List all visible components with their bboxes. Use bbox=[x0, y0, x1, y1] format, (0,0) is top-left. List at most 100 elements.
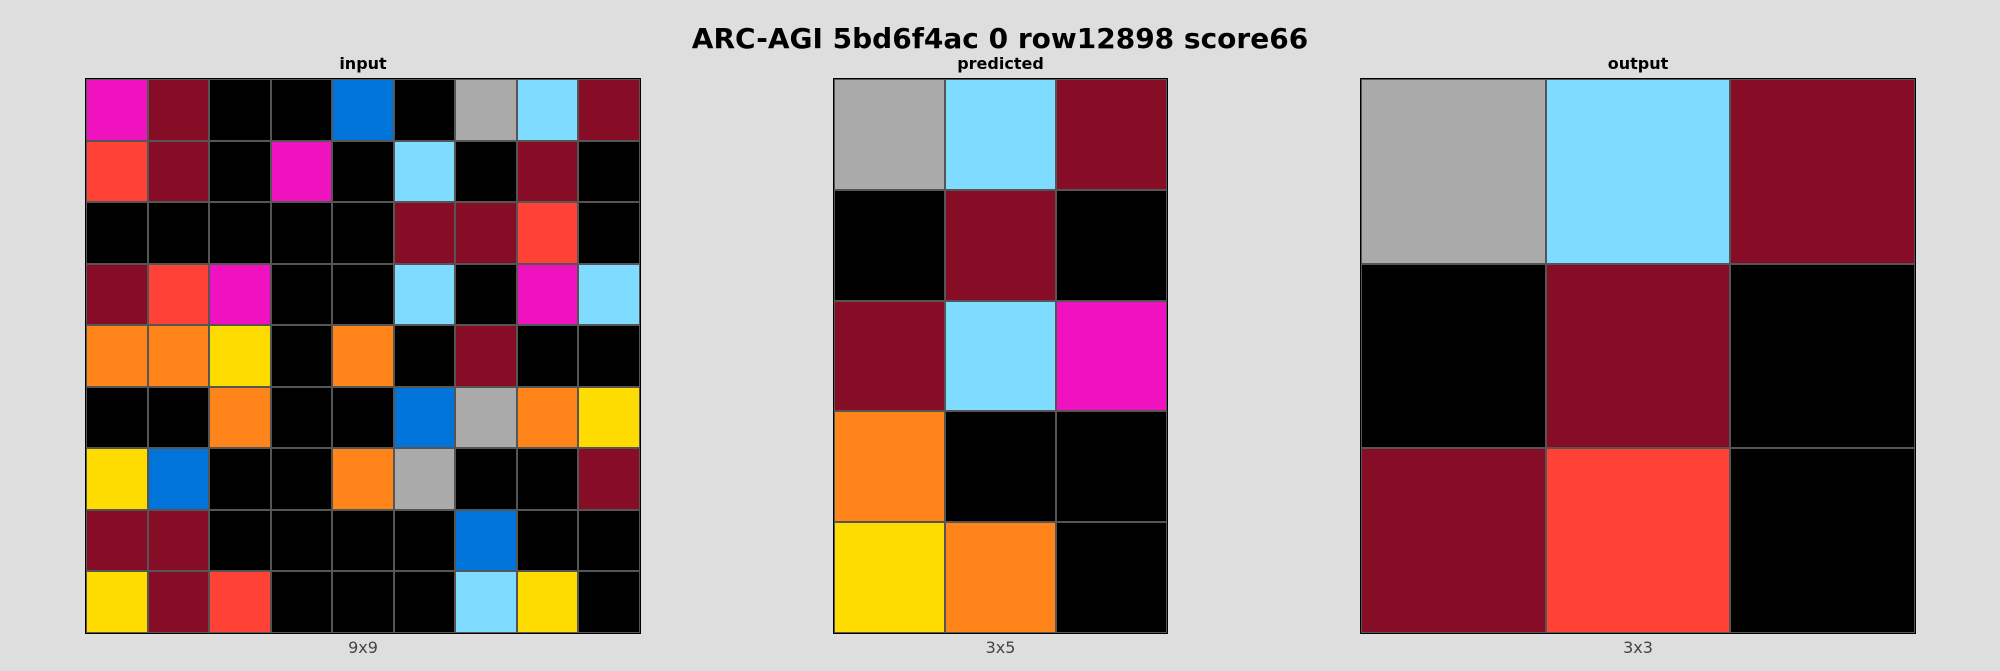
grid-cell bbox=[578, 263, 640, 326]
output-panel-label: output bbox=[1607, 54, 1669, 73]
grid-cell bbox=[209, 325, 271, 387]
grid-cell bbox=[332, 448, 394, 510]
grid-cell bbox=[455, 263, 517, 326]
grid-cell bbox=[393, 202, 456, 264]
grid-cell bbox=[945, 189, 1056, 301]
grid-cell bbox=[516, 571, 579, 633]
grid-cell bbox=[516, 325, 579, 387]
grid-cell bbox=[270, 509, 333, 572]
grid-cell bbox=[209, 79, 271, 141]
grid-cell bbox=[209, 509, 271, 572]
grid-cell bbox=[86, 325, 148, 387]
grid-cell bbox=[1545, 263, 1731, 449]
grid-cell bbox=[1545, 79, 1731, 264]
grid-cell bbox=[209, 140, 271, 203]
grid-cell bbox=[834, 300, 945, 412]
output-grid bbox=[1360, 78, 1916, 634]
grid-cell bbox=[578, 386, 640, 449]
grid-cell bbox=[834, 189, 945, 301]
predicted-dims-label: 3x5 bbox=[985, 638, 1016, 657]
grid-cell bbox=[147, 386, 210, 449]
grid-cell bbox=[332, 386, 394, 449]
grid-cell bbox=[516, 202, 579, 264]
grid-cell bbox=[834, 522, 945, 633]
grid-cell bbox=[578, 448, 640, 510]
grid-cell bbox=[393, 448, 456, 510]
grid-cell bbox=[1361, 263, 1546, 449]
predicted-grid bbox=[833, 78, 1168, 634]
input-panel-label: input bbox=[339, 54, 387, 73]
grid-cell bbox=[578, 79, 640, 141]
grid-cell bbox=[86, 140, 148, 203]
grid-cell bbox=[393, 509, 456, 572]
grid-cell bbox=[147, 140, 210, 203]
grid-cell bbox=[834, 79, 945, 190]
grid-cell bbox=[578, 509, 640, 572]
grid-cell bbox=[86, 263, 148, 326]
grid-cell bbox=[393, 325, 456, 387]
grid-cell bbox=[86, 386, 148, 449]
grid-cell bbox=[455, 509, 517, 572]
grid-cell bbox=[86, 448, 148, 510]
grid-cell bbox=[455, 325, 517, 387]
grid-cell bbox=[578, 202, 640, 264]
grid-cell bbox=[332, 263, 394, 326]
grid-cell bbox=[1361, 79, 1546, 264]
grid-cell bbox=[332, 202, 394, 264]
grid-cell bbox=[945, 79, 1056, 190]
grid-cell bbox=[455, 448, 517, 510]
grid-cell bbox=[1545, 448, 1731, 633]
grid-cell bbox=[209, 448, 271, 510]
grid-cell bbox=[332, 325, 394, 387]
grid-cell bbox=[270, 386, 333, 449]
grid-cell bbox=[1361, 448, 1546, 633]
grid-cell bbox=[209, 571, 271, 633]
grid-cell bbox=[332, 509, 394, 572]
grid-cell bbox=[578, 325, 640, 387]
grid-cell bbox=[332, 140, 394, 203]
grid-cell bbox=[86, 571, 148, 633]
grid-cell bbox=[209, 386, 271, 449]
grid-cell bbox=[209, 263, 271, 326]
grid-cell bbox=[945, 522, 1056, 633]
figure-title: ARC-AGI 5bd6f4ac 0 row12898 score66 bbox=[691, 22, 1309, 55]
grid-cell bbox=[86, 79, 148, 141]
grid-cell bbox=[147, 202, 210, 264]
grid-cell bbox=[1730, 79, 1915, 264]
grid-cell bbox=[945, 300, 1056, 412]
grid-cell bbox=[455, 202, 517, 264]
grid-cell bbox=[147, 263, 210, 326]
grid-cell bbox=[147, 509, 210, 572]
grid-cell bbox=[393, 79, 456, 141]
predicted-panel-label: predicted bbox=[957, 54, 1044, 73]
grid-cell bbox=[578, 140, 640, 203]
grid-cell bbox=[455, 386, 517, 449]
output-dims-label: 3x3 bbox=[1623, 638, 1653, 657]
grid-cell bbox=[1056, 79, 1167, 190]
grid-cell bbox=[147, 571, 210, 633]
grid-cell bbox=[1056, 411, 1167, 523]
grid-cell bbox=[393, 386, 456, 449]
grid-cell bbox=[332, 571, 394, 633]
grid-cell bbox=[332, 79, 394, 141]
grid-cell bbox=[270, 202, 333, 264]
grid-cell bbox=[516, 79, 579, 141]
grid-cell bbox=[86, 202, 148, 264]
grid-cell bbox=[147, 448, 210, 510]
input-dims-label: 9x9 bbox=[348, 638, 378, 657]
grid-cell bbox=[1730, 448, 1915, 633]
grid-cell bbox=[516, 448, 579, 510]
input-grid bbox=[85, 78, 641, 634]
grid-cell bbox=[1056, 300, 1167, 412]
grid-cell bbox=[270, 571, 333, 633]
grid-cell bbox=[455, 140, 517, 203]
grid-cell bbox=[147, 79, 210, 141]
grid-cell bbox=[393, 140, 456, 203]
grid-cell bbox=[147, 325, 210, 387]
grid-cell bbox=[516, 140, 579, 203]
grid-cell bbox=[834, 411, 945, 523]
grid-cell bbox=[1056, 522, 1167, 633]
grid-cell bbox=[393, 571, 456, 633]
grid-cell bbox=[270, 140, 333, 203]
grid-cell bbox=[86, 509, 148, 572]
